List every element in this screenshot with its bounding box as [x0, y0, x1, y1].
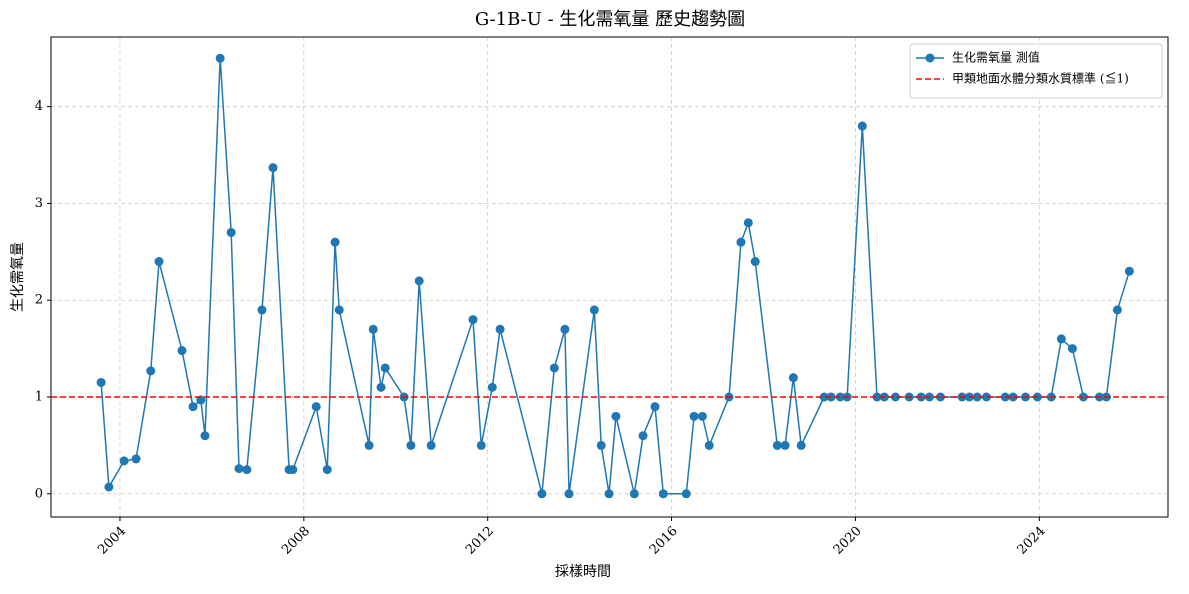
data-point	[560, 324, 570, 334]
data-point	[368, 324, 378, 334]
data-point	[380, 363, 390, 373]
data-point	[549, 363, 559, 373]
data-point	[96, 377, 106, 387]
data-point	[426, 440, 436, 450]
data-point	[935, 392, 945, 402]
data-point	[414, 276, 424, 286]
data-point	[119, 456, 129, 466]
data-point	[131, 454, 141, 464]
data-point	[819, 392, 829, 402]
y-tick-label: 4	[35, 99, 43, 114]
data-point	[476, 440, 486, 450]
data-point	[743, 218, 753, 228]
data-point	[972, 392, 982, 402]
data-point	[826, 392, 836, 402]
data-point	[1067, 344, 1077, 354]
data-point	[334, 305, 344, 315]
data-point	[890, 392, 900, 402]
data-point	[596, 440, 606, 450]
data-point	[981, 392, 991, 402]
legend-marker	[925, 53, 935, 63]
data-point	[1008, 392, 1018, 402]
data-point	[177, 346, 187, 356]
data-point	[697, 411, 707, 421]
legend-label: 甲類地面水體分類水質標準 (≦1)	[952, 71, 1129, 86]
x-tick-label: 2008	[279, 524, 313, 558]
data-point	[796, 440, 806, 450]
data-point	[1112, 305, 1122, 315]
data-point	[835, 392, 845, 402]
data-point	[1078, 392, 1088, 402]
data-point	[234, 464, 244, 474]
data-point	[226, 227, 236, 237]
data-point	[495, 324, 505, 334]
data-point	[788, 373, 798, 383]
data-point	[650, 402, 660, 412]
data-point	[376, 382, 386, 392]
data-point	[589, 305, 599, 315]
legend-label: 生化需氧量 測值	[952, 50, 1040, 65]
data-point	[604, 489, 614, 499]
data-point	[629, 489, 639, 499]
data-point	[658, 489, 668, 499]
y-tick-label: 3	[35, 196, 43, 211]
x-tick-label: 2024	[1015, 524, 1049, 558]
data-point	[364, 440, 374, 450]
y-tick-label: 0	[35, 486, 43, 501]
data-point	[750, 257, 760, 267]
data-point	[537, 489, 547, 499]
data-line	[100, 58, 1131, 495]
data-point	[311, 402, 321, 412]
data-point	[268, 163, 278, 173]
x-tick-label: 2020	[831, 524, 865, 558]
data-point	[330, 237, 340, 247]
data-point	[215, 53, 225, 63]
data-point	[154, 257, 164, 267]
data-point	[257, 305, 267, 315]
data-point	[857, 121, 867, 131]
data-point	[872, 392, 882, 402]
chart-title: G-1B-U - 生化需氧量 歷史趨勢圖	[475, 9, 745, 30]
x-tick-label: 2004	[95, 524, 129, 558]
data-point	[704, 440, 714, 450]
data-point	[681, 489, 691, 499]
data-point	[564, 489, 574, 499]
data-point	[1056, 334, 1066, 344]
data-point	[200, 431, 210, 441]
y-axis-label: 生化需氧量	[10, 242, 26, 312]
y-tick-label: 2	[35, 293, 43, 308]
data-point	[611, 411, 621, 421]
plot-frame	[50, 36, 1169, 518]
x-tick-label: 2012	[463, 524, 497, 558]
data-point	[780, 440, 790, 450]
data-point	[772, 440, 782, 450]
data-point	[689, 411, 699, 421]
data-point	[322, 465, 332, 475]
data-point	[1124, 266, 1134, 276]
data-point	[638, 431, 648, 441]
data-point	[406, 440, 416, 450]
data-point	[468, 315, 478, 325]
data-point	[487, 382, 497, 392]
legend-box	[909, 43, 1163, 99]
data-point	[188, 402, 198, 412]
data-point	[242, 465, 252, 475]
x-tick-label: 2016	[647, 524, 681, 558]
x-axis-label: 採樣時間	[555, 563, 611, 580]
data-point	[736, 237, 746, 247]
y-tick-label: 1	[35, 390, 43, 405]
data-point	[104, 482, 114, 492]
data-point	[288, 465, 298, 475]
data-point	[146, 366, 156, 376]
data-point	[916, 392, 926, 402]
